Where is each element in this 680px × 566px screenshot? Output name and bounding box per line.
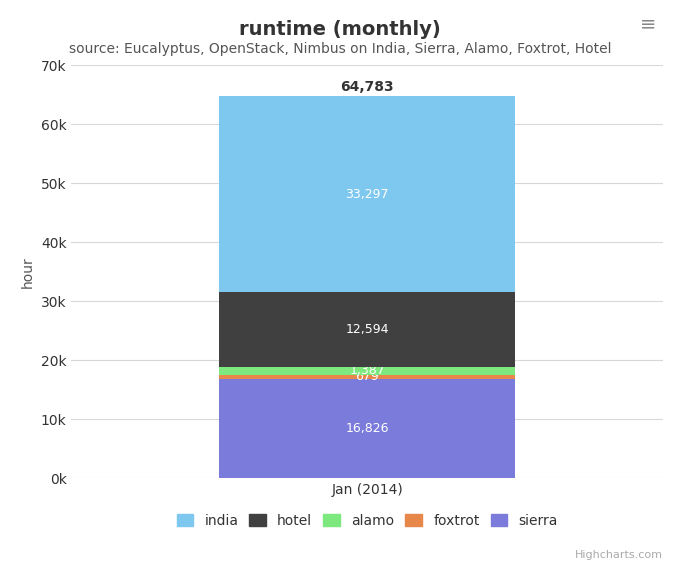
Y-axis label: hour: hour: [21, 256, 35, 288]
Text: 33,297: 33,297: [345, 188, 389, 201]
Bar: [219, 367, 515, 375]
Bar: [219, 293, 515, 367]
Bar: [219, 375, 515, 379]
Text: 16,826: 16,826: [345, 422, 389, 435]
Text: 1,387: 1,387: [350, 365, 385, 378]
Text: ≡: ≡: [640, 14, 656, 33]
Text: 12,594: 12,594: [345, 323, 389, 336]
Text: runtime (monthly): runtime (monthly): [239, 20, 441, 39]
Text: 679: 679: [356, 371, 379, 383]
Text: Highcharts.com: Highcharts.com: [575, 550, 663, 560]
Bar: [219, 379, 515, 478]
Text: source: Eucalyptus, OpenStack, Nimbus on India, Sierra, Alamo, Foxtrot, Hotel: source: Eucalyptus, OpenStack, Nimbus on…: [69, 42, 611, 57]
Legend: india, hotel, alamo, foxtrot, sierra: india, hotel, alamo, foxtrot, sierra: [171, 508, 564, 533]
Text: 64,783: 64,783: [341, 80, 394, 94]
Bar: [219, 96, 515, 293]
